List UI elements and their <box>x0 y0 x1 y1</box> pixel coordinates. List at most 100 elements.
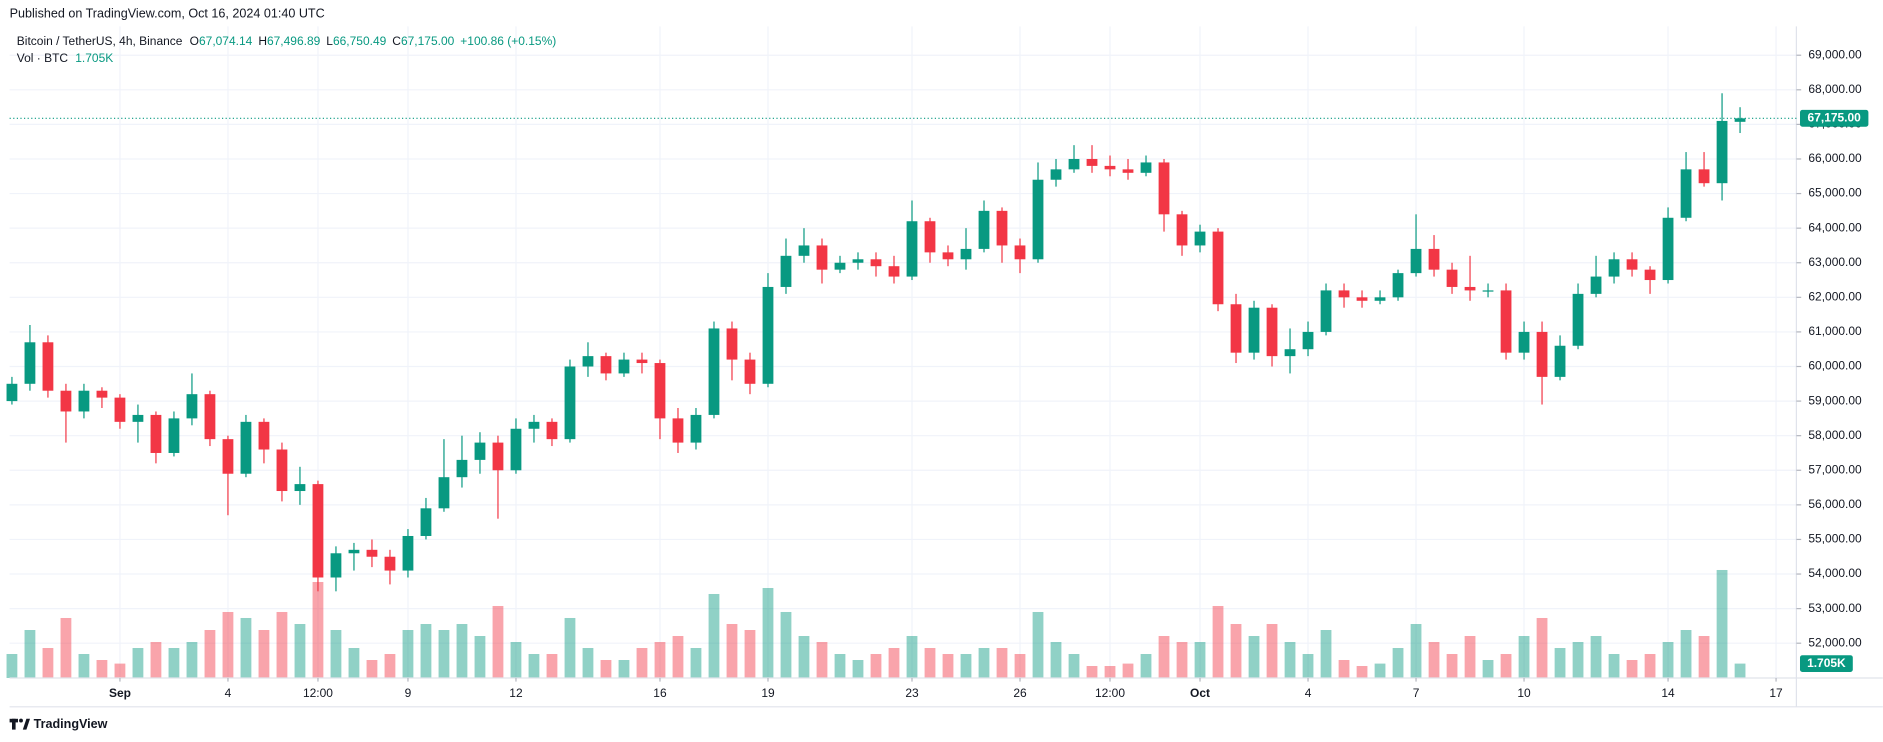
candle-body <box>906 221 918 277</box>
candle-body <box>1644 269 1656 281</box>
volume-bar <box>276 611 288 679</box>
volume-bar <box>672 635 684 679</box>
candle-body <box>1554 345 1566 377</box>
candle-body <box>1320 290 1332 332</box>
grid <box>9 26 1797 679</box>
tradingview-logo <box>9 718 30 730</box>
volume-bar <box>168 647 180 679</box>
volume-bar <box>114 663 126 679</box>
y-tick-label: 61,000.00 <box>1808 324 1862 338</box>
volume-bar <box>708 593 720 679</box>
volume-bar <box>996 647 1008 679</box>
candle-body <box>852 259 864 263</box>
candle-body <box>1176 214 1188 246</box>
volume-bar <box>1302 653 1314 679</box>
candle-body <box>1662 217 1674 281</box>
volume-bar <box>420 623 432 679</box>
x-tick-label: 16 <box>653 686 667 700</box>
candle-body <box>1428 248 1440 270</box>
candle-body <box>42 342 54 391</box>
volume-bar <box>906 635 918 679</box>
volume-bar <box>1500 653 1512 679</box>
y-tick-label: 66,000.00 <box>1808 151 1862 165</box>
volume-bar <box>744 629 756 679</box>
volume-bar <box>1428 641 1440 679</box>
y-tick-label: 64,000.00 <box>1808 220 1862 234</box>
volume-bar <box>726 623 738 679</box>
volume-bar <box>1626 660 1638 679</box>
volume-bar <box>798 635 810 679</box>
volume-bar <box>888 647 900 679</box>
candle-body <box>1626 259 1638 270</box>
candle-body <box>420 508 432 536</box>
y-tick-label: 69,000.00 <box>1808 47 1862 61</box>
candle-body <box>150 414 162 453</box>
volume-bar <box>60 617 72 679</box>
candle-body <box>330 553 342 578</box>
volume-bar <box>582 647 594 679</box>
volume-bar <box>852 660 864 679</box>
volume-bar <box>510 641 522 679</box>
volume-bar <box>132 647 144 679</box>
candle-body <box>384 556 396 571</box>
volume-bar <box>1356 666 1368 679</box>
candle-body <box>204 394 216 440</box>
volume-bar <box>1122 663 1134 679</box>
candle-body <box>258 421 270 450</box>
candle-body <box>834 262 846 270</box>
candle-body <box>1104 165 1116 170</box>
last-price-tag <box>1799 109 1869 127</box>
legend-volume-value: 1.705K <box>75 51 113 65</box>
candle-body <box>348 549 360 554</box>
candle-body <box>366 549 378 557</box>
y-tick-label: 59,000.00 <box>1808 393 1862 407</box>
legend-change: +100.86 (+0.15%) <box>460 34 556 48</box>
candle-body <box>1050 169 1062 180</box>
candle-body <box>1392 273 1404 298</box>
candle-body <box>294 484 306 492</box>
volume-bar <box>402 629 414 679</box>
candle-body <box>456 459 468 478</box>
candle-body <box>816 245 828 270</box>
volume-bar <box>312 581 324 679</box>
volume-bar <box>78 653 90 679</box>
volume-bar <box>492 605 504 679</box>
y-tick-label: 58,000.00 <box>1808 428 1862 442</box>
volume-legend: Vol · BTC 1.705K <box>17 51 113 65</box>
volume-bar <box>1536 617 1548 679</box>
volume-bar <box>1284 641 1296 679</box>
candle-body <box>1680 169 1692 218</box>
y-tick-label: 55,000.00 <box>1808 532 1862 546</box>
volume-bar <box>1140 653 1152 679</box>
volume-bar <box>870 653 882 679</box>
volume-bar <box>1248 635 1260 679</box>
x-tick-label: 4 <box>225 686 232 700</box>
candle-body <box>600 356 612 374</box>
candle-body <box>1230 304 1242 353</box>
candle-body <box>870 259 882 267</box>
candle-body <box>1248 307 1260 353</box>
candle-body <box>924 221 936 253</box>
candle-body <box>1158 162 1170 215</box>
volume-bar <box>1464 635 1476 679</box>
candle-body <box>942 252 954 260</box>
legend-volume-title: Vol · BTC <box>17 51 69 65</box>
candle-body <box>1590 276 1602 294</box>
volume-bar <box>6 653 18 679</box>
candle-body <box>114 397 126 422</box>
y-tick-label: 53,000.00 <box>1808 601 1862 615</box>
legend-value: 67,175.00 <box>401 34 455 48</box>
candle-body <box>6 383 18 402</box>
x-tick-label: 12 <box>509 686 523 700</box>
candle-body <box>978 210 990 249</box>
candle-body <box>276 449 288 492</box>
volume-bar <box>1554 647 1566 679</box>
candle-body <box>1014 245 1026 260</box>
candle-body <box>1518 331 1530 353</box>
legend-key: L <box>326 34 333 48</box>
candle-body <box>1446 269 1458 287</box>
volume-bar <box>456 623 468 679</box>
candle-body <box>690 414 702 443</box>
candle-body <box>1572 293 1584 346</box>
volume-bar <box>240 617 252 679</box>
